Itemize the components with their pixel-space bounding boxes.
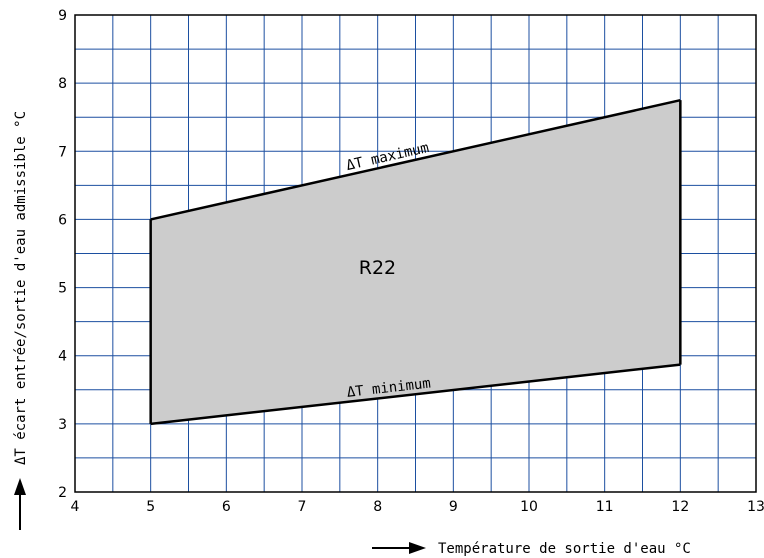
admissible-region [150, 100, 681, 424]
y-tick-label: 4 [58, 349, 67, 365]
y-axis-label: ΔT écart entrée/sortie d'eau admissible … [13, 111, 29, 465]
y-axis-arrow-icon [14, 478, 26, 495]
y-tick-label: 8 [58, 76, 67, 92]
series-line-minimum [150, 363, 681, 426]
x-axis-label: Température de sortie d'eau °C [438, 541, 691, 557]
x-tick-label: 4 [71, 499, 80, 515]
y-tick-label: 3 [58, 417, 67, 433]
region-label: R22 [359, 257, 396, 279]
x-tick-label: 11 [596, 499, 614, 515]
x-tick-label: 9 [449, 499, 458, 515]
series-line-maximum [150, 98, 681, 221]
x-tick-label: 5 [146, 499, 155, 515]
y-tick-label: 5 [58, 281, 67, 297]
y-tick-label: 7 [58, 144, 67, 160]
x-tick-label: 10 [520, 499, 538, 515]
x-tick-label: 13 [747, 499, 764, 515]
y-tick-label: 2 [58, 485, 67, 501]
y-tick-label: 6 [58, 212, 67, 228]
plot-frame [74, 14, 757, 493]
x-tick-label: 7 [298, 499, 307, 515]
x-axis-arrow-icon [409, 542, 426, 554]
y-tick-label: 9 [58, 8, 67, 24]
tick-labels: 4 5 6 7 8 9 10 11 12 13 2 3 4 5 6 7 8 9 [58, 8, 764, 515]
x-tick-label: 8 [373, 499, 382, 515]
x-tick-label: 12 [671, 499, 689, 515]
x-tick-label: 6 [222, 499, 231, 515]
